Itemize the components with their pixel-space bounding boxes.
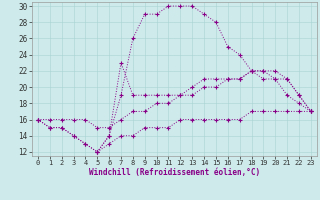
- X-axis label: Windchill (Refroidissement éolien,°C): Windchill (Refroidissement éolien,°C): [89, 168, 260, 177]
